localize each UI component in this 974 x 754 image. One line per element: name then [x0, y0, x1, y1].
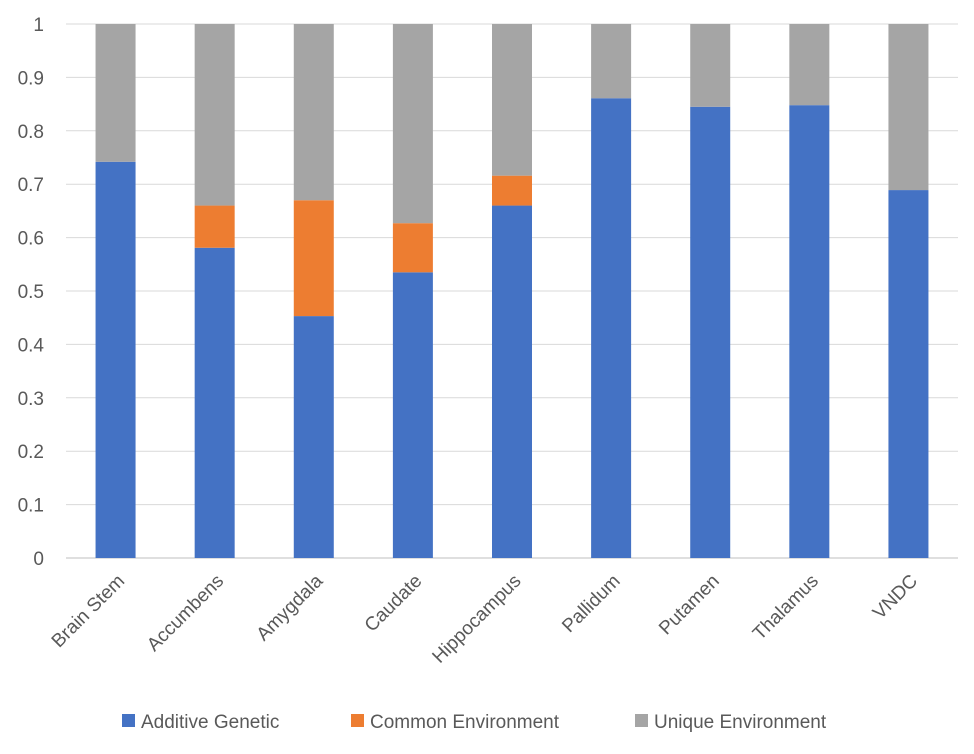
x-tick-label: Accumbens: [143, 571, 228, 656]
bar-segment-additive-genetic: [591, 98, 632, 558]
y-tick-label: 0.3: [18, 389, 44, 410]
bar-segment-unique-environment: [293, 24, 334, 201]
y-tick-label: 1: [33, 15, 44, 36]
bar-segment-additive-genetic: [194, 247, 235, 558]
bar-segment-additive-genetic: [392, 272, 433, 558]
x-tick-label: Putamen: [655, 571, 724, 640]
legend-label: Additive Genetic: [141, 712, 279, 733]
bar-segment-additive-genetic: [492, 205, 532, 558]
bar-segment-additive-genetic: [95, 161, 136, 558]
legend-swatch: [635, 714, 648, 727]
x-tick-label: Caudate: [361, 571, 427, 637]
bar-segment-common-environment: [492, 175, 532, 206]
y-tick-label: 0.6: [18, 229, 44, 250]
bar-segment-unique-environment: [591, 24, 632, 99]
bar-segment-common-environment: [392, 223, 433, 273]
bar-segment-unique-environment: [392, 24, 433, 224]
x-axis-ticks: Brain Stem Accumbens Amygdala Caudate Hippoc…: [48, 570, 922, 667]
bar-segment-unique-environment: [789, 24, 830, 106]
bar-segment-additive-genetic: [789, 105, 830, 558]
legend-label: Common Environment: [370, 712, 560, 733]
y-axis-ticks: 0 0.1 0.2 0.3 0.4 0.5 0.6 0.7 0.8 0.9 1: [18, 15, 45, 570]
legend-item: Additive Genetic: [122, 712, 279, 733]
legend-swatch: [351, 714, 364, 727]
x-tick-label: Amygdala: [253, 570, 328, 645]
bar-segment-common-environment: [194, 205, 235, 248]
y-tick-label: 0.5: [18, 282, 44, 303]
legend: Additive Genetic Common Environment Unique…: [122, 712, 827, 733]
x-tick-label: Brain Stem: [48, 571, 129, 652]
legend-item: Common Environment: [351, 712, 560, 733]
bar-segment-unique-environment: [888, 24, 929, 191]
y-tick-label: 0.8: [18, 122, 44, 143]
bar-segment-unique-environment: [95, 24, 136, 162]
bar-segment-unique-environment: [492, 24, 532, 176]
bar-segment-additive-genetic: [293, 316, 334, 558]
legend-item: Unique Environment: [635, 712, 827, 733]
y-tick-label: 0.4: [18, 335, 45, 356]
bar-segment-common-environment: [293, 200, 334, 317]
bar-segment-additive-genetic: [690, 106, 731, 559]
legend-label: Unique Environment: [654, 712, 827, 733]
x-tick-label: VNDC: [869, 571, 922, 624]
x-tick-label: Pallidum: [558, 571, 624, 637]
bar-segment-additive-genetic: [888, 190, 929, 558]
y-tick-label: 0.7: [18, 175, 44, 196]
x-tick-label: Thalamus: [749, 571, 823, 645]
legend-swatch: [122, 714, 135, 727]
x-tick-label: Hippocampus: [429, 571, 526, 668]
y-tick-label: 0.9: [18, 68, 44, 89]
bars: [95, 24, 929, 559]
y-tick-label: 0: [33, 549, 44, 570]
y-tick-label: 0.2: [18, 442, 44, 463]
bar-segment-unique-environment: [690, 24, 731, 107]
y-tick-label: 0.1: [18, 496, 44, 517]
bar-segment-unique-environment: [194, 24, 235, 206]
